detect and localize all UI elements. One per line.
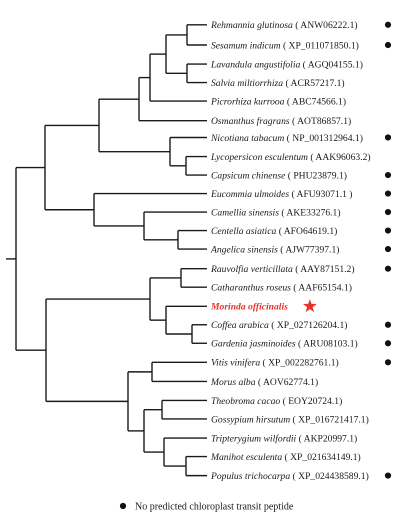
- accession-id: ( AKP20997.1): [296, 433, 357, 444]
- no-ctp-dot-icon: [384, 171, 392, 179]
- taxon-label: Populus trichocarpa ( XP_024438589.1): [210, 471, 369, 482]
- accession-id: ( XP_027126204.1): [269, 320, 348, 331]
- accession-id: ( XP_011071850.1): [281, 40, 359, 51]
- accession-id: ( ANW06222.1): [293, 20, 358, 31]
- species-name: Centella asiatica: [211, 226, 276, 237]
- species-name: Morus alba: [210, 377, 256, 388]
- accession-id: ( ACR57217.1): [283, 78, 345, 89]
- red-star-icon: [303, 299, 317, 313]
- accession-id: ( PHU23879.1): [285, 170, 347, 181]
- taxon-label: Sesamum indicum ( XP_011071850.1): [211, 40, 359, 51]
- species-name: Gossypium hirsutum: [211, 414, 290, 425]
- taxon-label: Vitis vinifera ( XP_002282761.1): [211, 358, 339, 369]
- species-name: Salvia miltiorrhiza: [211, 78, 283, 89]
- species-name: Sesamum indicum: [211, 40, 281, 51]
- accession-id: ( AOT86857.1): [290, 116, 352, 127]
- accession-id: ( ABC74566.1): [284, 96, 346, 107]
- no-ctp-dot-icon: [384, 134, 392, 141]
- taxon-label: Morus alba ( AOV62774.1): [210, 377, 318, 388]
- species-name: Catharanthus roseus: [211, 283, 291, 294]
- no-ctp-dot-icon: [384, 472, 392, 479]
- species-name: Lavandula angustifolia: [210, 59, 300, 70]
- accession-id: ( AKE33276.1): [279, 207, 341, 218]
- taxon-label: Picrorhiza kurrooa ( ABC74566.1): [210, 96, 346, 107]
- no-ctp-dot-icon: [384, 190, 392, 197]
- taxon-label: Rehmannia glutinosa ( ANW06222.1): [210, 20, 358, 31]
- taxon-labels: Rehmannia glutinosa ( ANW06222.1) Sesamum…: [210, 20, 371, 482]
- accession-id: ( XP_016721417.1): [290, 414, 369, 425]
- species-name: Lycopersicon esculentum: [210, 152, 308, 163]
- accession-id: ( NP_001312964.1): [284, 133, 363, 144]
- taxon-label: Lycopersicon esculentum ( AAK96063.2): [210, 152, 371, 163]
- taxon-label: Gardenia jasminoides ( ARU08103.1): [211, 339, 358, 350]
- accession-id: ( AAY87151.2): [293, 264, 355, 275]
- no-ctp-dot-icon: [384, 321, 392, 328]
- taxon-label: Tripterygium wilfordii ( AKP20997.1): [211, 433, 357, 444]
- ctp-markers: [303, 21, 392, 479]
- species-name: Theobroma cacao: [211, 396, 280, 407]
- no-ctp-dot-icon: [384, 21, 392, 28]
- accession-id: ( AGQ04155.1): [300, 59, 363, 70]
- accession-id: ( AFU93071.1 ): [289, 189, 352, 200]
- accession-id: ( AAF65154.1): [291, 283, 352, 294]
- species-name: Picrorhiza kurrooa: [210, 96, 285, 107]
- species-name: Morinda officinalis: [210, 302, 288, 313]
- no-ctp-dot-icon: [384, 359, 392, 366]
- legend-text: No predicted chloroplast transit peptide: [135, 502, 294, 513]
- tree-branches: [6, 24, 207, 477]
- species-name: Vitis vinifera: [211, 358, 260, 369]
- taxon-label: Catharanthus roseus ( AAF65154.1): [211, 283, 352, 294]
- no-ctp-dot-icon: [384, 265, 392, 272]
- species-name: Eucommia ulmoides: [210, 189, 289, 200]
- taxon-label: Lavandula angustifolia ( AGQ04155.1): [210, 59, 363, 70]
- accession-id: ( XP_021634149.1): [282, 452, 361, 463]
- accession-id: ( AOV62774.1): [256, 377, 319, 388]
- taxon-label: Centella asiatica ( AFO64619.1): [211, 226, 337, 237]
- taxon-label: Camellia sinensis ( AKE33276.1): [211, 207, 341, 218]
- taxon-label: Angelica sinensis ( AJW77397.1): [210, 244, 339, 255]
- accession-id: ( ARU08103.1): [296, 339, 358, 350]
- taxon-label: Rauvolfia verticillata ( AAY87151.2): [210, 264, 355, 275]
- no-ctp-dot-icon: [384, 227, 392, 234]
- taxon-label-highlighted: Morinda officinalis: [210, 302, 288, 313]
- taxon-label: Osmanthus fragrans ( AOT86857.1): [211, 116, 351, 127]
- accession-id: ( XP_024438589.1): [290, 471, 369, 482]
- species-name: Capsicum chinense: [211, 170, 286, 181]
- taxon-label: Theobroma cacao ( EOY20724.1): [211, 396, 342, 407]
- legend: No predicted chloroplast transit peptide: [119, 502, 294, 513]
- taxon-label: Nicotiana tabacum ( NP_001312964.1): [210, 133, 363, 144]
- species-name: Rauvolfia verticillata: [210, 264, 293, 275]
- no-ctp-dot-icon: [384, 340, 392, 347]
- taxon-label: Eucommia ulmoides ( AFU93071.1 ): [210, 189, 353, 200]
- species-name: Rehmannia glutinosa: [210, 20, 293, 31]
- taxon-label: Capsicum chinense ( PHU23879.1): [211, 170, 347, 181]
- accession-id: ( XP_002282761.1): [260, 358, 339, 369]
- taxon-label: Coffea arabica ( XP_027126204.1): [211, 320, 347, 331]
- taxon-label: Gossypium hirsutum ( XP_016721417.1): [211, 414, 369, 425]
- species-name: Osmanthus fragrans: [211, 116, 290, 127]
- species-name: Nicotiana tabacum: [210, 133, 284, 144]
- species-name: Gardenia jasminoides: [211, 339, 296, 350]
- no-ctp-dot-icon: [384, 41, 392, 49]
- taxon-label: Manihot esculenta ( XP_021634149.1): [210, 452, 361, 463]
- accession-id: ( EOY20724.1): [280, 396, 342, 407]
- no-ctp-dot-icon: [384, 245, 392, 253]
- species-name: Angelica sinensis: [210, 244, 278, 255]
- species-name: Populus trichocarpa: [210, 471, 290, 482]
- accession-id: ( AJW77397.1): [278, 244, 340, 255]
- species-name: Tripterygium wilfordii: [211, 433, 297, 444]
- accession-id: ( AAK96063.2): [308, 152, 371, 163]
- no-ctp-dot-icon: [384, 208, 392, 216]
- species-name: Coffea arabica: [211, 320, 269, 331]
- taxon-label: Salvia miltiorrhiza ( ACR57217.1): [211, 78, 345, 89]
- accession-id: ( AFO64619.1): [276, 226, 337, 237]
- species-name: Manihot esculenta: [210, 452, 282, 463]
- species-name: Camellia sinensis: [211, 207, 279, 218]
- legend-dot-icon: [119, 502, 127, 510]
